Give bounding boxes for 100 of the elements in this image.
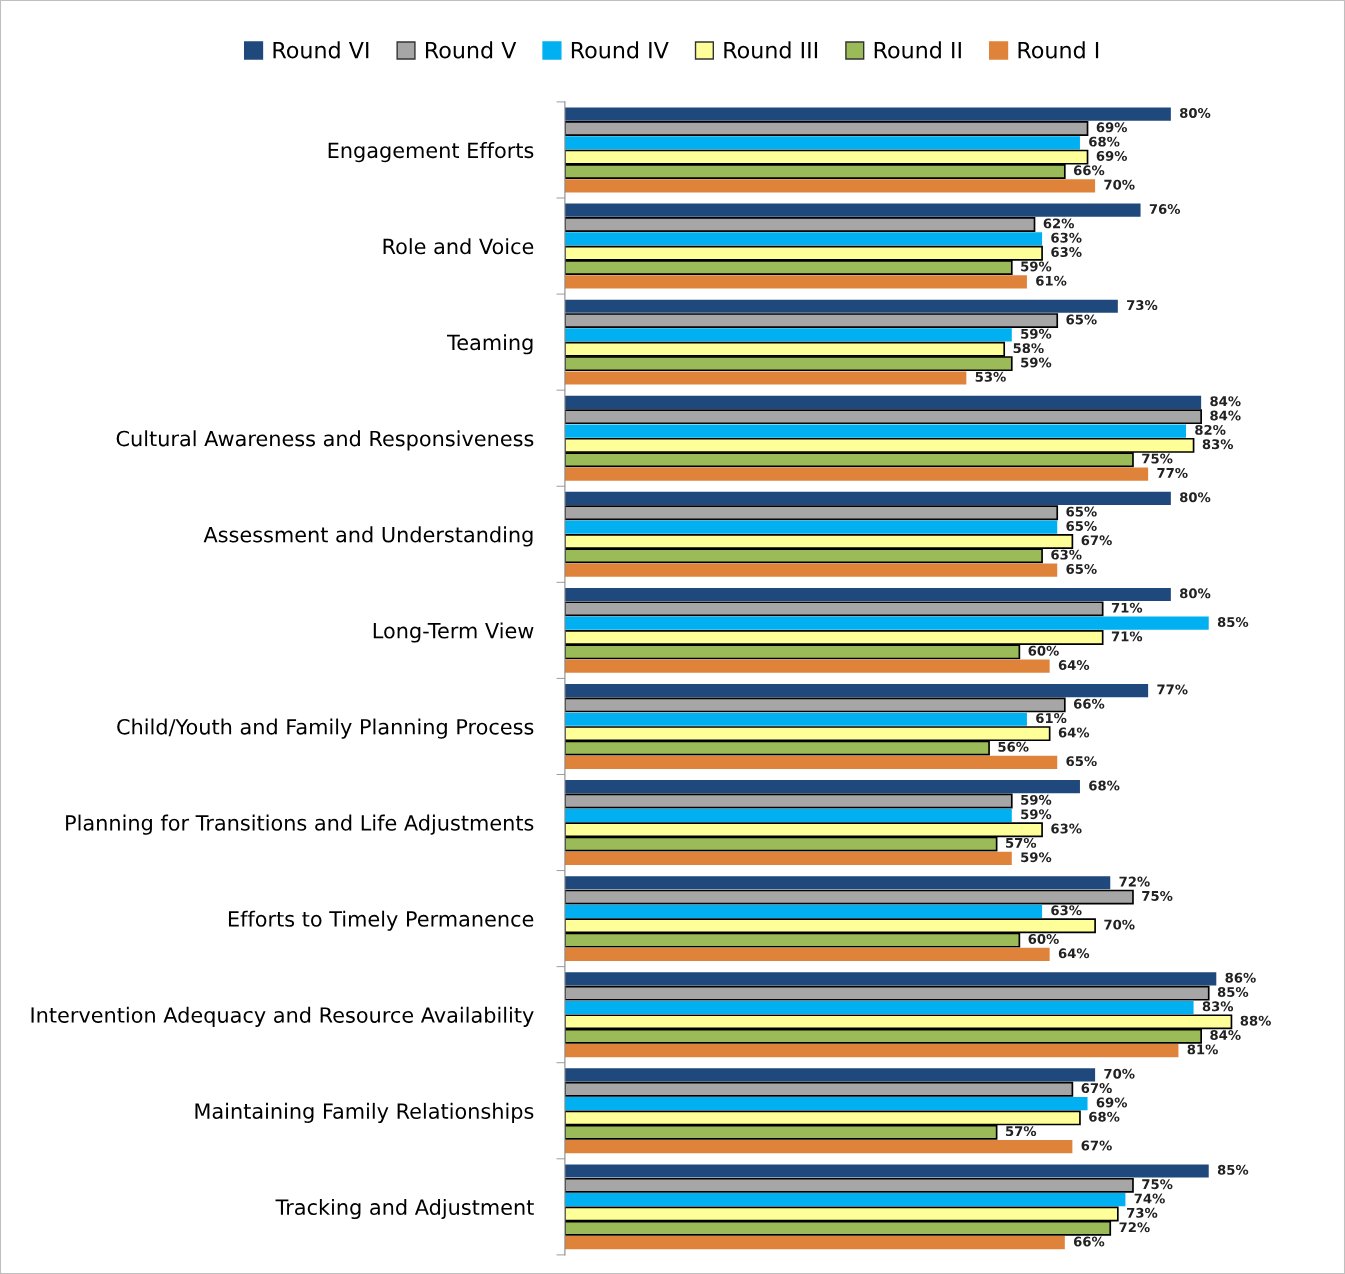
data-label: 85% (1217, 617, 1249, 628)
data-label: 65% (1066, 756, 1097, 767)
data-label: 65% (1066, 520, 1097, 531)
bar (564, 684, 1149, 698)
data-label: 66% (1073, 165, 1105, 176)
data-label: 65% (1066, 563, 1097, 574)
legend-label: Round III (724, 41, 818, 59)
y-tick-label: Intervention Adequacy and Resource Availability (31, 1006, 534, 1027)
bar (564, 107, 1171, 121)
data-label: 56% (998, 741, 1029, 752)
data-label: 84% (1210, 1030, 1241, 1041)
bar (564, 1000, 1194, 1015)
data-label: 86% (1225, 972, 1256, 983)
data-label: 74% (1134, 1193, 1165, 1204)
bar (564, 121, 1089, 136)
data-label: 77% (1157, 467, 1188, 478)
bar (564, 424, 1186, 438)
data-label: 59% (1021, 328, 1052, 339)
bar (564, 697, 1066, 713)
bar (564, 601, 1104, 617)
data-label: 84% (1210, 410, 1241, 421)
data-label: 53% (975, 371, 1006, 382)
bar (564, 793, 1013, 809)
bar (564, 851, 1012, 865)
data-label: 67% (1081, 1140, 1112, 1151)
bar (564, 179, 1096, 193)
data-label: 75% (1142, 453, 1173, 464)
legend-label: Round I (1018, 41, 1099, 59)
data-label: 80% (1179, 492, 1211, 503)
data-label: 63% (1051, 247, 1082, 258)
bar (564, 659, 1050, 673)
bar (564, 520, 1058, 534)
data-label: 88% (1240, 1015, 1271, 1026)
bar (564, 904, 1043, 919)
data-label: 64% (1058, 948, 1090, 959)
bar (564, 232, 1043, 246)
bar (564, 808, 1012, 822)
y-tick-label: Assessment and Understanding (203, 526, 533, 547)
data-label: 71% (1111, 631, 1143, 642)
data-label: 63% (1051, 905, 1082, 916)
data-label: 59% (1021, 852, 1052, 863)
data-label: 69% (1096, 150, 1128, 161)
data-label: 59% (1021, 794, 1052, 805)
data-label: 82% (1195, 424, 1226, 435)
data-label: 60% (1028, 933, 1059, 944)
data-label: 63% (1051, 823, 1082, 834)
bar (564, 755, 1058, 769)
bar (564, 1193, 1126, 1207)
data-label: 70% (1104, 179, 1135, 190)
data-label: 80% (1179, 588, 1211, 599)
bar (564, 409, 1202, 425)
bar (564, 1081, 1074, 1097)
y-tick-label: Engagement Efforts (328, 142, 534, 163)
bar (564, 1164, 1209, 1178)
bar (564, 203, 1141, 217)
data-label: 67% (1081, 535, 1112, 546)
y-tick-label: Maintaining Family Relationships (195, 1102, 534, 1124)
data-label: 75% (1142, 890, 1173, 901)
bar (564, 780, 1080, 794)
data-label: 71% (1111, 602, 1143, 613)
data-label: 69% (1096, 122, 1128, 133)
bar (564, 467, 1149, 481)
data-label: 85% (1217, 1164, 1249, 1175)
bar (564, 217, 1036, 232)
bar (564, 136, 1080, 150)
data-label: 70% (1104, 1068, 1135, 1079)
bar (564, 712, 1027, 726)
y-tick-label: Cultural Awareness and Responsiveness (116, 430, 534, 451)
bar (564, 313, 1059, 329)
data-label: 85% (1217, 987, 1249, 998)
bar (564, 505, 1059, 521)
bar (564, 491, 1171, 506)
y-tick-label: Long-Term View (373, 622, 534, 643)
data-label: 64% (1058, 660, 1090, 671)
bar (564, 395, 1202, 409)
data-label: 61% (1036, 275, 1067, 286)
data-label: 75% (1142, 1179, 1173, 1190)
data-label: 65% (1066, 314, 1097, 325)
bar (564, 947, 1050, 962)
bar (564, 876, 1111, 890)
bar (564, 328, 1012, 342)
data-label: 63% (1051, 232, 1082, 243)
data-label: 70% (1104, 919, 1135, 930)
bar (564, 275, 1027, 289)
bar (564, 1236, 1065, 1250)
data-label: 73% (1127, 300, 1158, 311)
bar (564, 1140, 1073, 1154)
bar (564, 972, 1217, 986)
data-label: 59% (1021, 357, 1052, 368)
data-label: 63% (1051, 549, 1082, 560)
bar (564, 299, 1118, 313)
data-label: 61% (1036, 713, 1067, 724)
data-label: 68% (1089, 1111, 1120, 1122)
y-tick-label: Teaming (447, 334, 533, 355)
bar (564, 889, 1134, 905)
y-tick-label: Role and Voice (383, 238, 534, 255)
bar (564, 1177, 1134, 1193)
bar (564, 985, 1210, 1001)
data-label: 83% (1202, 1001, 1234, 1012)
data-label: 68% (1089, 136, 1120, 147)
